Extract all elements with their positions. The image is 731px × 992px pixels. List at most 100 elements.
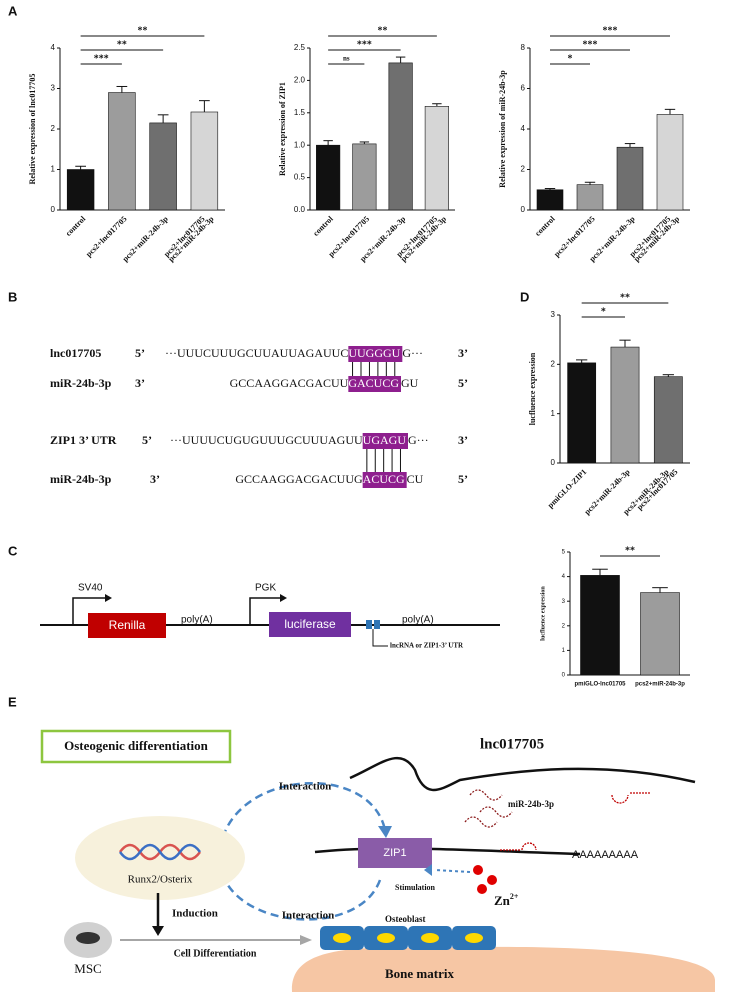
sequence-name: ZIP1 3’ UTR — [50, 433, 117, 447]
construct: SV40 Renilla poly(A) PGK luciferase lncR… — [40, 583, 500, 650]
msc-label: MSC — [74, 961, 101, 976]
zip1-label: ZIP1 — [383, 847, 406, 859]
panel-label: D — [520, 289, 529, 304]
y-tick-label: 0.0 — [294, 205, 306, 214]
polya-label: poly(A) — [402, 615, 434, 626]
promoter-arrow — [249, 597, 280, 625]
strand-end: 5’ — [458, 472, 468, 486]
y-tick-label: 3 — [551, 310, 556, 319]
sequence-tail: CU — [407, 472, 424, 486]
insert-pointer — [372, 629, 388, 647]
y-tick-label: 0 — [551, 458, 556, 467]
x-tick-label: pcs2+lnc017705 — [84, 214, 128, 258]
sequence: GCCAAGGACGACUU — [230, 376, 349, 390]
luciferase-box — [269, 612, 351, 637]
zinc-ion — [487, 875, 497, 885]
x-tick-label: pcs2+miR-24b-3p — [632, 214, 682, 264]
x-tick-label: control — [64, 214, 88, 238]
promoter-label: SV40 — [78, 583, 103, 594]
interaction-arc — [218, 781, 387, 851]
panel-label: A — [8, 3, 18, 18]
y-tick-label: 0 — [562, 673, 566, 679]
mrna — [314, 847, 581, 856]
bar — [66, 169, 95, 211]
y-tick-label: 1.5 — [294, 108, 306, 117]
sequence-name: miR-24b-3p — [50, 472, 112, 486]
x-tick-label: pmiGLO-lnc01705 — [574, 682, 626, 688]
y-axis-label: lucfluence expression — [540, 586, 546, 641]
y-tick-label: 0.5 — [294, 173, 306, 182]
y-tick-label: 2 — [51, 124, 56, 133]
bar — [640, 592, 680, 676]
bar — [610, 346, 640, 464]
bar — [536, 189, 564, 211]
seed-site: UGAGU — [363, 433, 407, 447]
interaction-label: Interaction — [279, 781, 332, 793]
osteoblast-nucleus — [421, 933, 439, 943]
x-tick-label: control — [311, 214, 335, 238]
seed-highlight — [362, 472, 407, 488]
osteoblasts — [320, 926, 496, 950]
panel-label: E — [8, 694, 17, 709]
insert-box — [374, 620, 380, 629]
sequence: GCCAAGGACGACUUG — [235, 472, 363, 486]
bar — [108, 92, 136, 211]
tf-label: Runx2/Osterix — [128, 874, 193, 886]
promoter-arrow — [72, 597, 105, 625]
title-box — [40, 729, 232, 764]
significance-label: * — [568, 53, 573, 64]
binding-site — [611, 792, 650, 804]
y-tick-label: 1 — [551, 409, 556, 418]
bar — [580, 575, 620, 676]
significance-label: *** — [357, 39, 372, 50]
stimulation-label: Stimulation — [395, 883, 436, 892]
interaction-label: Interaction — [282, 910, 335, 922]
sequence: ···UUUUCUGUGUUUGCUUUAGUU — [170, 433, 363, 447]
osteoblast-nucleus — [465, 933, 483, 943]
insert-label: lncRNA or ZIP1-3’ UTR — [390, 642, 464, 650]
strand-end: 5’ — [135, 346, 145, 360]
seed-highlight — [348, 346, 403, 362]
zip1-box — [358, 838, 432, 868]
y-tick-label: 1.0 — [294, 140, 306, 149]
osteoblast-nucleus — [333, 933, 351, 943]
bar — [352, 143, 377, 211]
sequence-tail: G··· — [408, 433, 429, 447]
y-tick-label: 4 — [562, 574, 566, 580]
y-tick-label: 4 — [51, 43, 56, 52]
bar — [190, 111, 219, 211]
insert-box — [366, 620, 372, 629]
arrow-head — [152, 926, 164, 936]
bar — [616, 146, 644, 211]
y-tick-label: 8 — [521, 43, 526, 52]
significance-label: *** — [94, 53, 109, 64]
zinc-ion — [473, 865, 483, 875]
x-tick-label: pcs2+lnc017705 — [552, 214, 596, 258]
mirna-label: miR-24b-3p — [508, 799, 554, 809]
y-axis-label: Relative expression of lnc017705 — [28, 74, 37, 185]
nucleus — [75, 816, 245, 900]
x-tick-label: control — [533, 214, 557, 238]
bar — [149, 122, 177, 211]
gene-label: luciferase — [284, 617, 336, 631]
strand-end: 5’ — [142, 433, 152, 447]
x-tick-label: pcs2+miR-24b-3p — [635, 682, 685, 688]
interaction-arc — [223, 879, 382, 921]
y-tick-label: 2 — [562, 623, 566, 629]
significance-label: ** — [625, 545, 635, 556]
differentiation-label: Cell Differentiation — [174, 948, 257, 959]
strand-end: 3’ — [458, 433, 468, 447]
dna-helix — [118, 843, 202, 861]
y-tick-label: 2 — [521, 165, 526, 174]
y-tick-label: 1 — [562, 648, 566, 654]
bar — [576, 184, 604, 211]
strand-end: 3’ — [150, 472, 160, 486]
y-tick-label: 3 — [562, 599, 566, 605]
lnc-label: lnc017705 — [480, 736, 544, 752]
lnc-rna — [349, 756, 696, 792]
gene-label: Renilla — [109, 618, 146, 632]
y-tick-label: 4 — [521, 124, 526, 133]
arrow-head — [378, 826, 392, 838]
sequence-tail: G··· — [402, 346, 423, 360]
